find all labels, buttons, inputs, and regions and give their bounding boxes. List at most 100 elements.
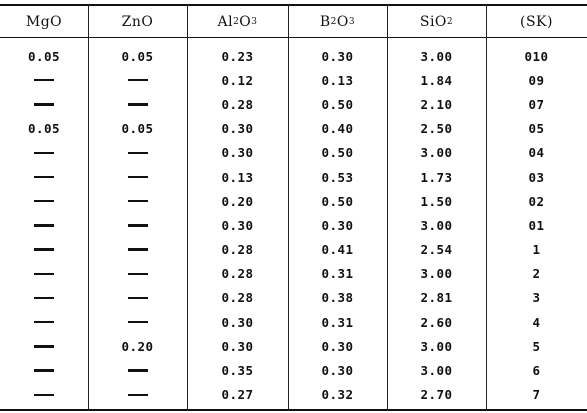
cell-value: 0.28 [221,290,254,306]
dash-mark: — [34,296,54,300]
cell-value: 2.54 [420,242,453,258]
cell-mgo: — [0,200,88,203]
header-sk: (SK) [520,13,553,30]
cell-value: 0.50 [321,193,354,209]
cell-zno: 0.05 [88,49,187,64]
cell-value: 03 [528,169,545,185]
cell-mgo: — [0,393,88,396]
cell-value: 02 [528,193,545,209]
dash-mark: — [127,369,148,372]
cell-zno: — [88,393,187,396]
cell-sio2: 1.73 [387,170,486,185]
cell-sio2: 3.00 [387,363,486,378]
cell-value: 0.30 [321,217,354,233]
cell-value: 7 [532,387,541,403]
cell-mgo: — [0,79,88,82]
cell-sk: 3 [486,290,587,305]
cell-zno: — [88,369,187,372]
header-mgo: MgO [25,13,63,30]
table-row: — — 0.30 0.31 2.60 4 [0,310,587,334]
cell-sk: 1 [486,242,587,257]
cell-value: 0.13 [321,72,354,88]
dash-mark: — [34,345,54,348]
cell-mgo: — [0,320,88,324]
cell-value: 0.20 [221,193,254,209]
cell-zno: — [88,79,187,82]
column-divider [187,5,188,410]
cell-value: 04 [528,145,545,161]
cell-value: 3 [532,290,541,306]
cell-value: 0.50 [321,145,354,161]
cell-value: 2 [532,266,541,282]
cell-value: 0.30 [321,338,354,354]
cell-sk: 02 [486,194,587,209]
cell-zno: — [88,151,187,155]
cell-mgo: 0.05 [0,121,88,136]
cell-sio2: 3.00 [387,266,486,281]
cell-sk: 01 [486,218,587,233]
table-row: — — 0.20 0.50 1.50 02 [0,189,587,213]
cell-value: 0.31 [321,314,354,330]
cell-value: 0.38 [321,290,354,306]
cell-zno: 0.05 [88,121,187,136]
table-row: — — 0.28 0.31 3.00 2 [0,262,587,286]
cell-value: 1 [532,242,541,258]
cell-sio2: 1.50 [387,194,486,209]
cell-al2o3: 0.12 [187,73,288,88]
cell-value: 0.32 [321,387,354,403]
cell-value: 0.53 [321,169,354,185]
cell-al2o3: 0.28 [187,266,288,281]
table-row: 0.05 0.05 0.23 0.30 3.00 010 [0,44,587,68]
cell-al2o3: 0.28 [187,290,288,305]
cell-al2o3: 0.20 [187,194,288,209]
dash-mark: — [127,224,148,227]
dash-mark: — [127,151,148,155]
dash-mark: — [127,175,148,179]
cell-value: 1.73 [420,169,453,185]
cell-value: 0.20 [121,338,154,354]
cell-sio2: 2.70 [387,387,486,402]
dash-mark: — [34,175,54,179]
cell-b2o3: 0.31 [288,315,387,330]
cell-mgo: — [0,272,88,275]
cell-value: 3.00 [420,217,453,233]
cell-zno: — [88,296,187,300]
header-al2o3: Al 2 O 3 [217,13,258,30]
dash-mark: — [127,79,148,82]
cell-value: 3.00 [420,48,453,64]
dash-mark: — [127,248,148,251]
cell-sk: 5 [486,339,587,354]
cell-value: 0.35 [221,363,254,379]
cell-value: 2.81 [420,290,453,306]
cell-sk: 03 [486,170,587,185]
cell-value: 3.00 [420,266,453,282]
cell-b2o3: 0.40 [288,121,387,136]
table-row: — — 0.35 0.30 3.00 6 [0,358,587,382]
cell-zno: — [88,224,187,227]
cell-b2o3: 0.32 [288,387,387,402]
column-divider [486,5,487,410]
table-row: — — 0.30 0.50 3.00 04 [0,141,587,165]
cell-value: 0.30 [221,121,254,137]
cell-value: 0.05 [121,48,154,64]
dash-mark: — [34,79,54,82]
cell-value: 07 [528,96,545,112]
cell-value: 09 [528,72,545,88]
cell-value: 0.12 [221,72,254,88]
cell-value: 0.30 [221,338,254,354]
cell-b2o3: 0.30 [288,339,387,354]
cell-sk: 7 [486,387,587,402]
cell-sk: 07 [486,97,587,112]
cell-sk: 09 [486,73,587,88]
dash-mark: — [127,320,148,324]
cell-value: 2.10 [420,96,453,112]
cell-b2o3: 0.41 [288,242,387,257]
cell-value: 010 [524,48,549,64]
dash-mark: — [34,224,54,227]
table-row: — — 0.12 0.13 1.84 09 [0,68,587,92]
cell-b2o3: 0.30 [288,218,387,233]
cell-sk: 4 [486,315,587,330]
table-row: — — 0.13 0.53 1.73 03 [0,165,587,189]
